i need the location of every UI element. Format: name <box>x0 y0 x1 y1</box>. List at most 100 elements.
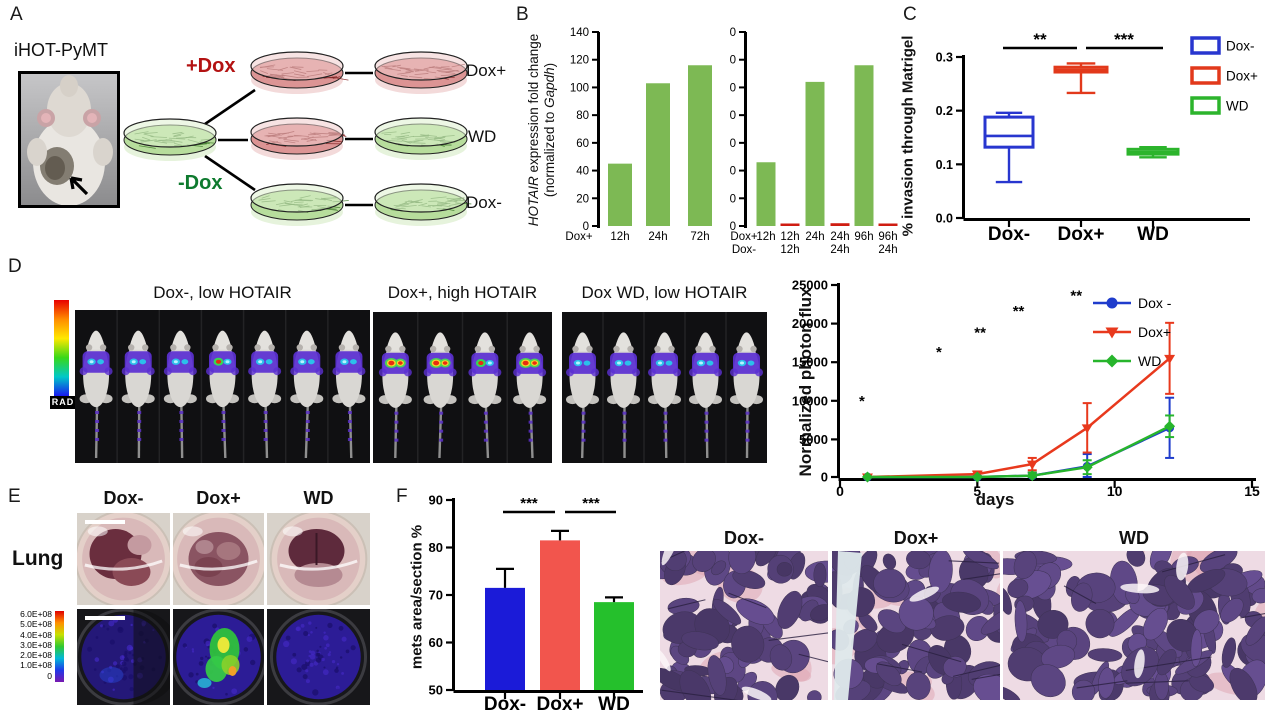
svg-text:0: 0 <box>821 470 828 485</box>
svg-text:24h: 24h <box>805 231 824 243</box>
mice-image-dox-wd-svg <box>562 312 767 463</box>
svg-text:0.2: 0.2 <box>936 104 953 118</box>
svg-text:Dox -: Dox - <box>1138 295 1172 311</box>
panel-d-label: D <box>8 256 22 277</box>
svg-text:**: ** <box>974 324 986 341</box>
lung-bli-dox-plus <box>173 609 264 705</box>
svg-text:10: 10 <box>1107 483 1123 499</box>
svg-text:40: 40 <box>730 166 736 178</box>
svg-text:20: 20 <box>730 193 736 205</box>
svg-text:80: 80 <box>576 110 589 122</box>
rad-colorbar-label: RAD <box>50 396 76 409</box>
svg-text:5: 5 <box>973 483 981 499</box>
c-y-axis-label: % invasion through Matrigel <box>899 35 917 237</box>
e-row-label: Lung <box>12 547 64 570</box>
f-hist-col1-title: Dox- <box>724 528 764 548</box>
svg-text:24h: 24h <box>878 244 897 256</box>
plus-dox-label: +Dox <box>186 55 236 77</box>
svg-text:Dox-: Dox- <box>484 694 526 715</box>
svg-text:12h: 12h <box>780 244 799 256</box>
svg-text:0.0: 0.0 <box>936 212 953 226</box>
panel-a-image-title: iHOT-PyMT <box>14 40 108 60</box>
outcome-label-dox-minus: Dox- <box>466 193 502 212</box>
svg-text:140: 140 <box>730 27 736 39</box>
svg-text:120: 120 <box>570 55 589 67</box>
d-group2-title: Dox+, high HOTAIR <box>387 283 538 302</box>
svg-text:Dox-: Dox- <box>732 244 756 256</box>
lung-photo-dox-plus <box>173 513 264 605</box>
e-col2-title: Dox+ <box>196 488 241 508</box>
mice-image-dox-minus <box>75 310 370 463</box>
svg-text:70: 70 <box>429 588 443 603</box>
svg-text:96h: 96h <box>878 231 897 243</box>
panel-c-label: C <box>903 4 917 25</box>
minus-dox-label: -Dox <box>178 172 223 194</box>
svg-text:Dox+: Dox+ <box>565 231 592 243</box>
svg-text:**: ** <box>1070 287 1082 304</box>
svg-text:*: * <box>859 393 865 410</box>
f-bar-chart: 50 60 70 80 90 Dox- Dox+ WD *** *** <box>429 493 643 715</box>
svg-text:24h: 24h <box>648 231 667 243</box>
svg-text:50: 50 <box>429 683 443 698</box>
d-group3-title: Dox WD, low HOTAIR <box>581 283 748 302</box>
svg-text:WD: WD <box>1138 353 1161 369</box>
outcome-label-dox-plus: Dox+ <box>466 61 507 80</box>
panel-f-label: F <box>396 486 408 507</box>
svg-text:72h: 72h <box>690 231 709 243</box>
d-group1-title: Dox-, low HOTAIR <box>153 283 292 302</box>
svg-text:12h: 12h <box>610 231 629 243</box>
mouse-photo <box>18 71 120 208</box>
svg-text:***: *** <box>520 495 538 512</box>
outcome-label-wd: WD <box>468 127 497 146</box>
d-x-axis-label: days <box>975 490 1015 509</box>
svg-text:25000: 25000 <box>792 278 828 293</box>
svg-text:140: 140 <box>570 27 589 39</box>
svg-text:120: 120 <box>730 55 736 67</box>
f-y-axis-label: mets area/section % <box>408 524 426 670</box>
lung-bli-dox-minus <box>77 609 170 705</box>
f-hist-col2-title: Dox+ <box>893 528 939 548</box>
svg-text:Dox+: Dox+ <box>730 231 757 243</box>
svg-text:0.3: 0.3 <box>936 51 953 65</box>
svg-text:12h: 12h <box>780 231 799 243</box>
mice-image-dox-plus <box>373 312 552 463</box>
svg-text:20: 20 <box>576 193 589 205</box>
lung-bli-wd <box>267 609 370 705</box>
svg-text:5000: 5000 <box>799 432 828 447</box>
svg-text:40: 40 <box>576 166 589 178</box>
svg-text:Dox-: Dox- <box>988 224 1030 245</box>
svg-text:60: 60 <box>429 635 443 650</box>
svg-text:WD: WD <box>1137 224 1169 245</box>
panel-b-label: B <box>516 4 529 25</box>
svg-text:Dox+: Dox+ <box>537 694 584 715</box>
panel-a-label: A <box>10 4 23 25</box>
svg-text:0: 0 <box>836 483 844 499</box>
svg-text:Dox+: Dox+ <box>1058 224 1105 245</box>
svg-text:80: 80 <box>730 110 736 122</box>
svg-text:100: 100 <box>570 82 589 94</box>
svg-text:96h: 96h <box>854 231 873 243</box>
svg-text:12h: 12h <box>756 231 775 243</box>
e-scale-colorbar <box>55 611 64 682</box>
svg-text:60: 60 <box>730 138 736 150</box>
e-col3-title: WD <box>303 488 334 508</box>
lung-photo-wd <box>267 513 370 605</box>
svg-text:15: 15 <box>1244 483 1260 499</box>
svg-text:0.1: 0.1 <box>936 158 953 172</box>
panel-e-label: E <box>8 486 21 507</box>
svg-text:80: 80 <box>429 540 443 555</box>
mice-image-dox-wd <box>562 312 767 463</box>
svg-text:10000: 10000 <box>792 393 828 408</box>
e-col1-title: Dox- <box>103 488 144 508</box>
f-hist-col3-title: WD <box>1119 528 1149 548</box>
mice-image-dox-plus-svg <box>373 312 552 463</box>
histology-dox-plus <box>832 551 1000 700</box>
svg-text:**: ** <box>1033 30 1047 49</box>
svg-text:Dox+: Dox+ <box>1226 69 1258 84</box>
svg-text:***: *** <box>582 495 600 512</box>
b-y-axis-label: HOTAIR expression fold change (normalized… <box>526 33 557 227</box>
svg-text:WD: WD <box>598 694 630 715</box>
histology-dox-minus <box>660 551 828 700</box>
svg-text:90: 90 <box>429 493 443 508</box>
